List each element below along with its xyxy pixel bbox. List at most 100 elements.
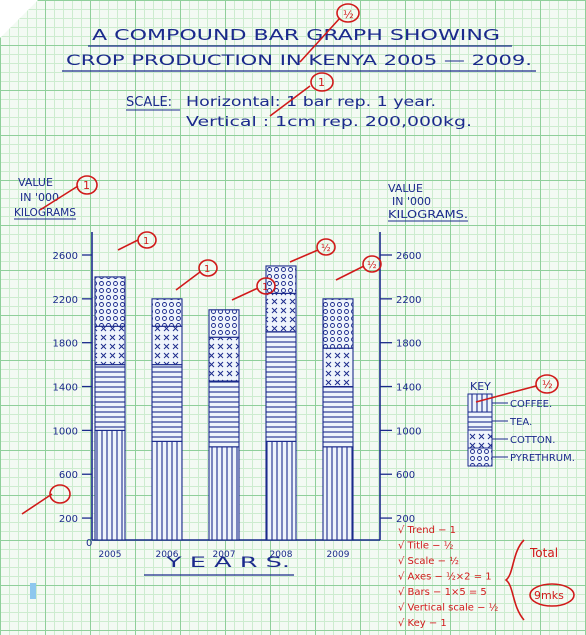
right-tick-label-1800: 1800 [396, 339, 421, 350]
right-tick-label-1000: 1000 [396, 426, 421, 437]
x-tick-label-2006: 2006 [156, 550, 179, 560]
left-tick-label-1800: 1800 [53, 339, 78, 350]
right-axis-label-1: VALUE [388, 182, 423, 195]
bar-2009-coffee [322, 446, 354, 541]
x-tick-label-2008: 2008 [270, 550, 293, 560]
legend-label-tea: TEA. [509, 417, 532, 428]
mark-circle-scale [310, 72, 334, 92]
chart-title-line1: A COMPOUND BAR GRAPH SHOWING [92, 26, 500, 44]
x-tick-group: 2005 2006 2007 2008 2009 [99, 550, 350, 560]
mark-breakdown-line-5: √ Vertical scale − ½ [398, 602, 499, 614]
x-tick-label-2009: 2009 [327, 550, 350, 560]
bar-2006-cotton [151, 325, 183, 366]
bar-2007-pyrethrum [208, 309, 240, 338]
legend-swatch-pyrethrum [467, 447, 493, 467]
left-axis-label-1: VALUE [18, 176, 53, 189]
marking-annotations: ½ 1 1 1 1 1 ½ ½ ½ [21, 3, 575, 629]
right-tick-label-1400: 1400 [396, 383, 421, 394]
mark-circle-bar-2008 [316, 238, 336, 256]
mark-circle-key [535, 374, 559, 394]
right-tick-label-200: 200 [396, 514, 415, 525]
mark-breakdown-line-4: √ Bars − 1×5 = 5 [398, 587, 487, 598]
blue-mark [30, 583, 36, 599]
mark-breakdown-line-0: √ Trend − 1 [398, 525, 456, 536]
legend: COFFEE. TEA. COTTON. PYRETHRUM. [467, 393, 575, 467]
mark-total-circle [529, 583, 575, 607]
legend-label-coffee: COFFEE. [510, 399, 552, 410]
mark-circle-right-axis [49, 484, 71, 504]
legend-swatch-cotton [467, 429, 493, 449]
mark-circle-bar-2005-value: 1 [143, 236, 149, 247]
bar-2007-cotton [208, 336, 240, 382]
left-axis-label-2: IN '000 [20, 191, 59, 204]
legend-label-pyrethrum: PYRETHRUM. [510, 453, 575, 464]
bar-2006-pyrethrum [151, 298, 183, 327]
mark-circle-bar-2009-value: ½ [367, 259, 377, 271]
scale-horizontal: Horizontal: 1 bar rep. 1 year. [186, 95, 436, 110]
right-axis-label-3: KILOGRAMS. [388, 208, 468, 221]
bar-2009-cotton [322, 347, 354, 388]
zero-label: 0 [86, 538, 92, 549]
mark-circle-title [336, 3, 360, 23]
mark-breakdown-line-2: √ Scale − ½ [398, 555, 459, 567]
scale-vertical: Vertical : 1cm rep. 200,000kg. [186, 115, 472, 130]
bar-2008-cotton [265, 292, 297, 333]
page-corner [0, 0, 38, 38]
mark-breakdown-line-1: √ Title − ½ [398, 540, 454, 552]
left-tick-label-1400: 1400 [53, 383, 78, 394]
right-tick-label-2600: 2600 [396, 251, 421, 262]
bar-2005-tea [94, 364, 126, 431]
mark-circle-bar-2006-value: 1 [204, 264, 210, 275]
mark-circle-key-value: ½ [542, 378, 553, 391]
legend-swatch-coffee [467, 393, 493, 413]
mark-total-label: Total [529, 546, 558, 560]
bar-2005-pyrethrum [94, 276, 126, 327]
bar-2006-coffee [151, 440, 183, 541]
right-axis-label-2: IN '000 [392, 195, 431, 208]
x-tick-label-2005: 2005 [99, 550, 122, 560]
mark-circle-title-value: ½ [343, 8, 354, 21]
mark-circle-scale-value: 1 [318, 76, 325, 89]
right-tick-group: 200 600 1000 1400 1800 2200 2600 [380, 251, 421, 525]
left-tick-group: 200 600 1000 1400 1800 2200 2600 [53, 251, 92, 525]
mark-total-value: 9mks [534, 589, 564, 602]
mark-breakdown: √ Trend − 1 √ Title − ½ √ Scale − ½ √ Axes … [398, 525, 499, 629]
mark-breakdown-line-6: √ Key − 1 [398, 618, 447, 629]
left-tick-label-1000: 1000 [53, 426, 78, 437]
left-tick-label-200: 200 [59, 514, 78, 525]
bar-group [94, 265, 354, 541]
mark-circle-left-axis-value: 1 [83, 179, 90, 192]
key-title: KEY [470, 380, 491, 393]
left-tick-label-600: 600 [59, 470, 78, 481]
bar-2008-coffee [265, 440, 297, 541]
mark-circle-bar-2007-value: 1 [262, 282, 268, 293]
left-tick-label-2600: 2600 [53, 251, 78, 262]
x-tick-label-2007: 2007 [213, 550, 236, 560]
mark-circle-bar-2005 [137, 231, 157, 249]
scale-label: SCALE: [126, 95, 172, 110]
bar-2007-tea [208, 380, 240, 448]
bar-2008-tea [265, 331, 297, 442]
bar-2006-tea [151, 364, 183, 442]
bar-2009-pyrethrum [322, 298, 354, 349]
legend-label-cotton: COTTON. [510, 435, 555, 446]
x-axis-label: Y E A R S. [164, 555, 290, 571]
mark-breakdown-line-3: √ Axes − ½×2 = 1 [398, 571, 492, 583]
bar-2009-tea [322, 385, 354, 448]
mark-circle-bar-2009 [362, 255, 382, 273]
mark-circle-bar-2006 [198, 259, 218, 277]
left-tick-label-2200: 2200 [53, 295, 78, 306]
bar-2005-cotton [94, 325, 126, 366]
right-tick-label-600: 600 [396, 470, 415, 481]
right-tick-label-2200: 2200 [396, 295, 421, 306]
bar-2005-coffee [94, 429, 126, 541]
left-axis-label-3: KILOGRAMS [14, 206, 76, 219]
mark-circle-bar-2007 [256, 277, 276, 295]
mark-circle-bar-2008-value: ½ [321, 242, 331, 254]
bar-2007-coffee [208, 446, 240, 541]
legend-swatch-tea [467, 411, 493, 431]
chart-title-line2: CROP PRODUCTION IN KENYA 2005 — 2009. [66, 53, 532, 69]
mark-circle-left-axis [76, 175, 98, 195]
